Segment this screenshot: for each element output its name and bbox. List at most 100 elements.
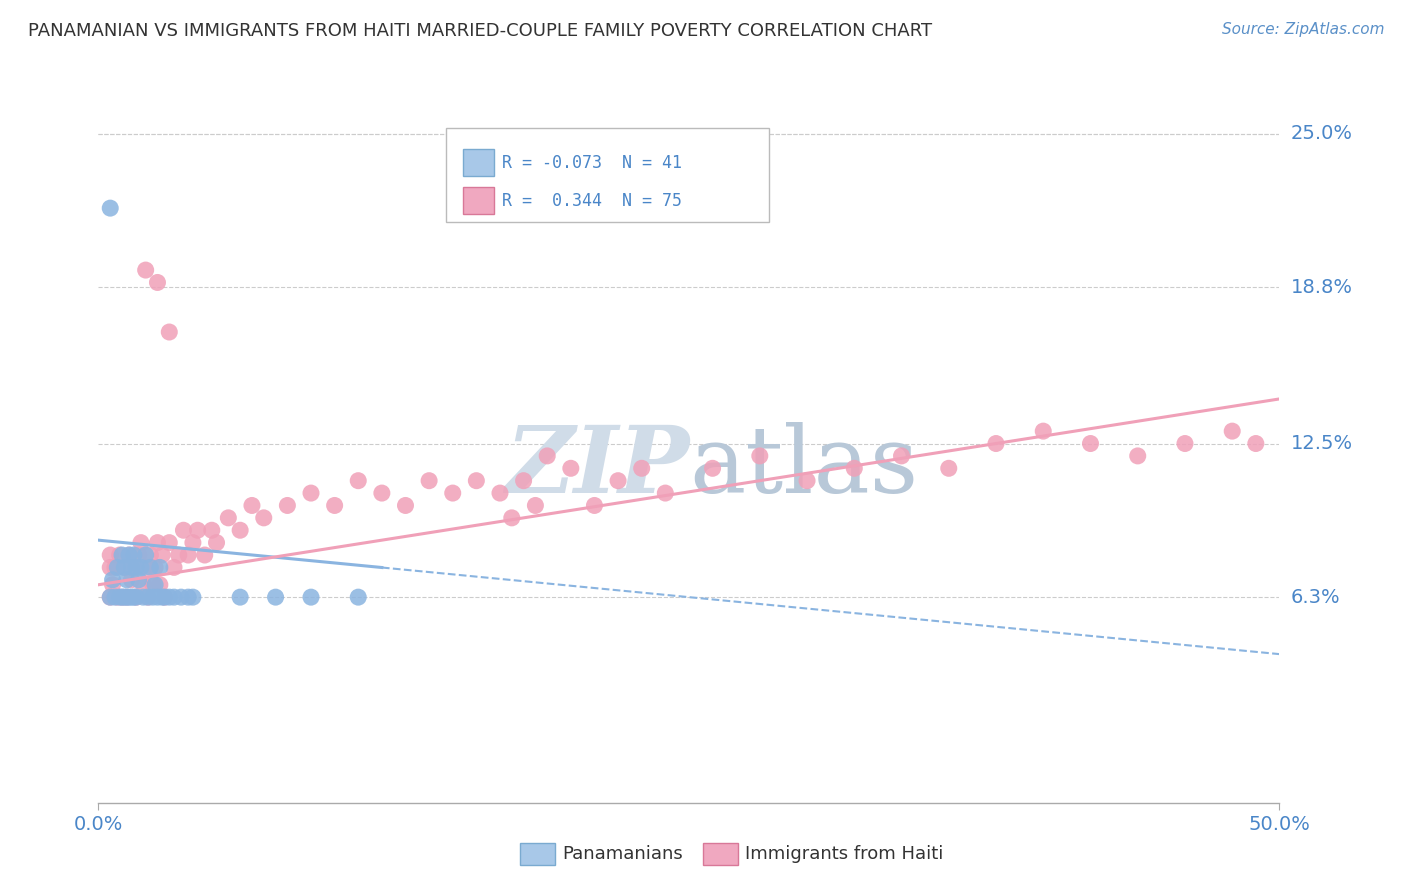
Point bbox=[536, 449, 558, 463]
Point bbox=[347, 590, 370, 604]
Point bbox=[112, 560, 135, 574]
Point bbox=[118, 548, 141, 562]
Text: atlas: atlas bbox=[689, 423, 918, 512]
Point bbox=[149, 560, 172, 574]
Text: 6.3%: 6.3% bbox=[1291, 588, 1340, 607]
Point bbox=[167, 548, 190, 562]
Point bbox=[371, 486, 394, 500]
Point bbox=[139, 560, 162, 574]
Point bbox=[201, 523, 224, 537]
Point bbox=[101, 578, 124, 592]
Point bbox=[153, 590, 176, 604]
Point bbox=[205, 535, 228, 549]
Point bbox=[111, 548, 134, 562]
Point bbox=[136, 590, 159, 604]
Point bbox=[229, 523, 252, 537]
Point bbox=[489, 486, 512, 500]
Point bbox=[1244, 436, 1267, 450]
Point bbox=[101, 573, 124, 587]
Point bbox=[276, 499, 298, 513]
Point bbox=[217, 511, 239, 525]
Point bbox=[98, 590, 121, 604]
Point bbox=[583, 499, 606, 513]
Point bbox=[98, 548, 121, 562]
Point bbox=[118, 590, 141, 604]
Point bbox=[122, 590, 145, 604]
Point bbox=[132, 590, 155, 604]
Point bbox=[181, 535, 204, 549]
Point bbox=[118, 548, 141, 562]
Point bbox=[394, 499, 416, 513]
Point bbox=[654, 486, 676, 500]
Point bbox=[139, 548, 162, 562]
Point bbox=[1126, 449, 1149, 463]
Text: Panamanians: Panamanians bbox=[562, 845, 683, 863]
Text: 18.8%: 18.8% bbox=[1291, 278, 1353, 297]
Point bbox=[112, 590, 135, 604]
Point bbox=[115, 590, 138, 604]
Point bbox=[136, 590, 159, 604]
Point bbox=[115, 590, 138, 604]
Point bbox=[163, 560, 186, 574]
Point bbox=[418, 474, 440, 488]
Point bbox=[748, 449, 770, 463]
Point bbox=[157, 325, 180, 339]
Point bbox=[142, 590, 165, 604]
Point bbox=[890, 449, 912, 463]
Point bbox=[524, 499, 547, 513]
Text: R = -0.073  N = 41: R = -0.073 N = 41 bbox=[502, 153, 682, 171]
Point bbox=[143, 578, 166, 592]
Point bbox=[984, 436, 1007, 450]
Text: 12.5%: 12.5% bbox=[1291, 434, 1353, 453]
Point bbox=[157, 590, 180, 604]
Point bbox=[512, 474, 534, 488]
Text: ZIP: ZIP bbox=[505, 423, 689, 512]
Point bbox=[122, 560, 145, 574]
Point bbox=[125, 560, 148, 574]
Point bbox=[125, 590, 148, 604]
Text: Immigrants from Haiti: Immigrants from Haiti bbox=[745, 845, 943, 863]
Point bbox=[135, 263, 157, 277]
Point bbox=[150, 548, 173, 562]
Point bbox=[108, 548, 131, 562]
Point bbox=[347, 474, 370, 488]
Point bbox=[128, 573, 150, 587]
Point bbox=[104, 560, 127, 574]
Point bbox=[560, 461, 582, 475]
Text: Source: ZipAtlas.com: Source: ZipAtlas.com bbox=[1222, 22, 1385, 37]
Point bbox=[121, 560, 143, 574]
Point bbox=[111, 590, 134, 604]
Point bbox=[172, 523, 194, 537]
Point bbox=[844, 461, 866, 475]
Point bbox=[98, 201, 121, 215]
Point bbox=[121, 590, 143, 604]
Point bbox=[128, 548, 150, 562]
Point bbox=[1174, 436, 1197, 450]
Point bbox=[1080, 436, 1102, 450]
Point bbox=[163, 590, 186, 604]
Point bbox=[125, 590, 148, 604]
Point bbox=[146, 590, 169, 604]
Point bbox=[194, 548, 217, 562]
Point bbox=[122, 548, 145, 562]
Point bbox=[187, 523, 209, 537]
Point bbox=[323, 499, 346, 513]
Text: PANAMANIAN VS IMMIGRANTS FROM HAITI MARRIED-COUPLE FAMILY POVERTY CORRELATION CH: PANAMANIAN VS IMMIGRANTS FROM HAITI MARR… bbox=[28, 22, 932, 40]
Point bbox=[135, 560, 157, 574]
Point bbox=[129, 535, 152, 549]
Point bbox=[105, 560, 128, 574]
Point bbox=[170, 590, 193, 604]
Point bbox=[938, 461, 960, 475]
Point bbox=[181, 590, 204, 604]
Point bbox=[98, 590, 121, 604]
Point bbox=[135, 548, 157, 562]
Point bbox=[177, 548, 200, 562]
Point bbox=[441, 486, 464, 500]
Point bbox=[1220, 424, 1243, 438]
Point bbox=[146, 535, 169, 549]
Text: R =  0.344  N = 75: R = 0.344 N = 75 bbox=[502, 192, 682, 210]
Point bbox=[153, 590, 176, 604]
Point bbox=[630, 461, 652, 475]
Point bbox=[465, 474, 488, 488]
Point bbox=[157, 535, 180, 549]
